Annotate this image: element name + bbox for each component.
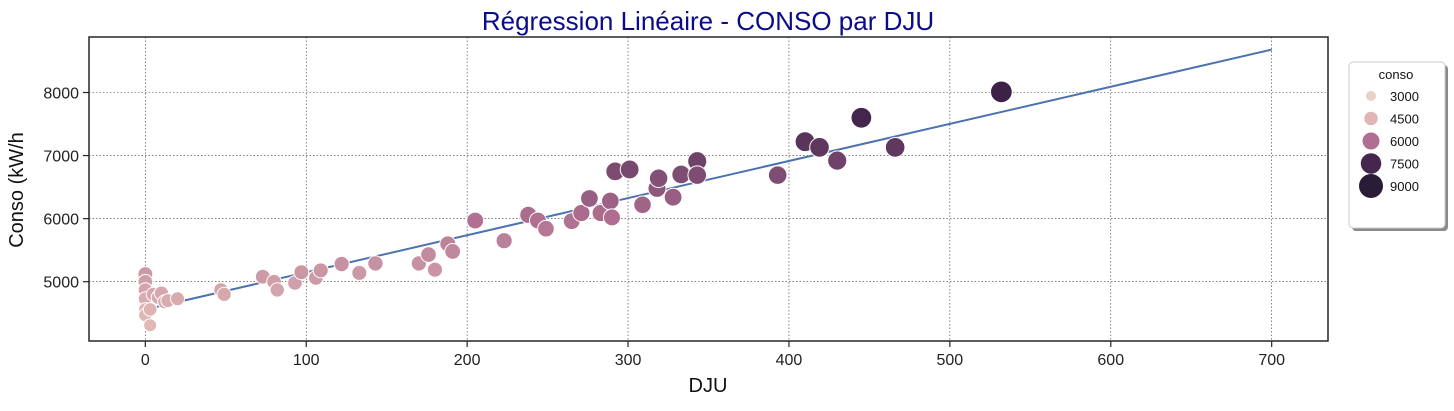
- data-point: [809, 137, 830, 158]
- data-point: [142, 302, 158, 317]
- data-point: [312, 262, 329, 279]
- data-point: [351, 264, 368, 281]
- legend-label: 3000: [1390, 89, 1419, 104]
- data-point: [619, 159, 640, 180]
- data-point: [663, 187, 683, 207]
- data-point: [466, 211, 485, 230]
- data-point: [767, 165, 788, 185]
- data-point: [602, 208, 621, 227]
- data-point: [990, 80, 1013, 104]
- data-point: [633, 195, 652, 215]
- y-tick-label: 7000: [43, 149, 79, 166]
- legend: conso 3000 4500 6000 7500 9000: [1348, 61, 1448, 231]
- x-tick-label: 700: [1258, 352, 1285, 369]
- regression-line: [145, 48, 1272, 311]
- x-tick-label: 400: [776, 352, 803, 369]
- x-tick-label: 300: [615, 352, 642, 369]
- data-point: [687, 165, 708, 185]
- x-tick-label: 500: [937, 352, 964, 369]
- axis-ticks: 0 100 200 300 400 500 600 700 5000 6000 7000 8000: [43, 86, 1285, 369]
- legend-marker: [1360, 153, 1382, 174]
- y-tick-label: 5000: [43, 275, 79, 292]
- data-point: [884, 137, 906, 158]
- legend-marker: [1364, 111, 1378, 126]
- data-point: [169, 291, 186, 307]
- data-point: [426, 261, 444, 278]
- data-point: [648, 168, 669, 189]
- data-point: [216, 286, 232, 302]
- data-point: [850, 106, 873, 129]
- y-tick-label: 6000: [43, 212, 79, 229]
- legend-marker: [1366, 91, 1376, 101]
- x-tick-label: 0: [141, 352, 150, 369]
- y-tick-label: 8000: [43, 86, 79, 103]
- data-point: [269, 282, 285, 298]
- legend-marker: [1362, 132, 1380, 150]
- legend-title: conso: [1379, 67, 1414, 82]
- legend-marker: [1359, 174, 1383, 198]
- data-point: [143, 318, 158, 333]
- x-tick-label: 600: [1097, 352, 1124, 369]
- data-point: [580, 189, 599, 208]
- data-point: [572, 203, 591, 223]
- data-point: [293, 264, 310, 281]
- data-point: [495, 232, 513, 250]
- data-point: [827, 150, 848, 171]
- data-point: [444, 243, 462, 260]
- chart-title: Régression Linéaire - CONSO par DJU: [482, 6, 934, 36]
- data-point: [333, 255, 350, 273]
- legend-label: 6000: [1390, 134, 1419, 149]
- data-point: [537, 219, 555, 238]
- plot-frame: [88, 36, 1329, 342]
- data-point: [420, 246, 437, 263]
- legend-label: 9000: [1390, 179, 1419, 194]
- data-point: [367, 255, 384, 272]
- data-point: [601, 191, 620, 211]
- data-points: [137, 80, 1013, 333]
- x-axis-label: DJU: [689, 375, 728, 397]
- legend-entries: 3000 4500 6000 7500 9000: [1359, 89, 1419, 198]
- y-axis-label: Conso (kW/h: [6, 132, 28, 248]
- legend-label: 4500: [1390, 112, 1419, 127]
- x-tick-label: 100: [293, 352, 320, 369]
- x-tick-label: 200: [454, 352, 481, 369]
- legend-label: 7500: [1390, 157, 1419, 172]
